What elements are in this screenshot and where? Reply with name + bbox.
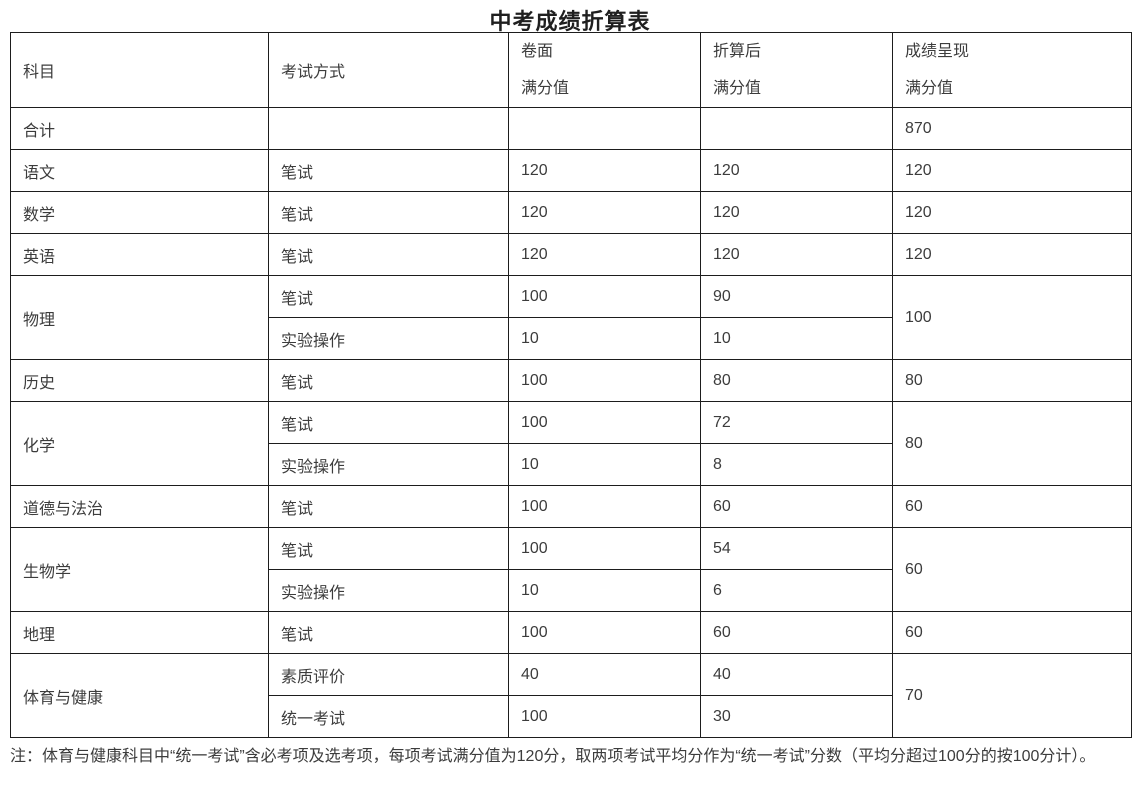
table-row-geography: 地理 笔试 100 60 60 <box>10 611 1132 654</box>
table-row-pe-unified: 统一考试 100 30 <box>11 695 1132 738</box>
cell-paper: 10 <box>508 317 701 360</box>
table-row-chemistry-written: 化学 笔试 100 72 80 <box>10 401 1132 486</box>
cell-converted: 80 <box>700 359 893 402</box>
cell-presented: 120 <box>892 191 1132 234</box>
cell-paper: 40 <box>508 653 701 696</box>
cell-method: 实验操作 <box>268 443 509 486</box>
cell-converted: 8 <box>700 443 893 486</box>
cell-method: 统一考试 <box>268 695 509 738</box>
footnote: 注：体育与健康科目中“统一考试”含必考项及选考项，每项考试满分值为120分，取两… <box>10 748 1096 765</box>
cell-method: 笔试 <box>268 527 509 570</box>
table-row-pe-quality: 体育与健康 素质评价 40 40 70 <box>10 653 1132 738</box>
cell-subject: 合计 <box>10 107 269 150</box>
cell-subject: 道德与法治 <box>10 485 269 528</box>
table-row-chemistry-lab: 实验操作 10 8 <box>11 443 1132 486</box>
cell-paper: 100 <box>508 695 701 738</box>
cell-presented: 80 <box>892 401 1132 486</box>
cell-converted <box>700 107 893 150</box>
cell-subject: 语文 <box>10 149 269 192</box>
table-row-math: 数学 笔试 120 120 120 <box>10 191 1132 234</box>
table-row-total: 合计 870 <box>10 107 1132 150</box>
cell-subject: 地理 <box>10 611 269 654</box>
cell-converted: 120 <box>700 191 893 234</box>
header-subject: 科目 <box>10 32 269 108</box>
table-row-biology-written: 生物学 笔试 100 54 60 <box>10 527 1132 612</box>
cell-paper: 120 <box>508 233 701 276</box>
cell-converted: 90 <box>700 275 893 318</box>
header-exam-method: 考试方式 <box>268 32 509 108</box>
cell-subject: 数学 <box>10 191 269 234</box>
cell-subject: 化学 <box>10 401 269 486</box>
cell-presented: 120 <box>892 233 1132 276</box>
cell-paper: 120 <box>508 191 701 234</box>
table-row-physics-lab: 实验操作 10 10 <box>11 317 1132 360</box>
cell-paper <box>508 107 701 150</box>
cell-paper: 100 <box>508 485 701 528</box>
cell-presented: 870 <box>892 107 1132 150</box>
table-row-morality-law: 道德与法治 笔试 100 60 60 <box>10 485 1132 528</box>
header-converted-fullscore: 折算后 满分值 <box>700 32 893 108</box>
cell-paper: 120 <box>508 149 701 192</box>
cell-subject: 生物学 <box>10 527 269 612</box>
cell-method: 笔试 <box>268 233 509 276</box>
cell-method <box>268 107 509 150</box>
page-title: 中考成绩折算表 <box>489 9 651 34</box>
cell-converted: 120 <box>700 233 893 276</box>
cell-method: 笔试 <box>268 611 509 654</box>
header-line: 成绩呈现 <box>905 43 970 60</box>
cell-paper: 100 <box>508 401 701 444</box>
cell-converted: 120 <box>700 149 893 192</box>
header-line: 满分值 <box>713 80 762 97</box>
header-line: 满分值 <box>905 80 954 97</box>
table-row-history: 历史 笔试 100 80 80 <box>10 359 1132 402</box>
cell-converted: 10 <box>700 317 893 360</box>
cell-converted: 54 <box>700 527 893 570</box>
table-row-chinese: 语文 笔试 120 120 120 <box>10 149 1132 192</box>
cell-subject: 物理 <box>10 275 269 360</box>
table-header-row: 科目 考试方式 卷面 满分值 折算后 满分值 成绩呈现 满分值 <box>10 32 1132 108</box>
cell-paper: 10 <box>508 443 701 486</box>
header-line: 满分值 <box>521 80 570 97</box>
cell-converted: 30 <box>700 695 893 738</box>
cell-presented: 120 <box>892 149 1132 192</box>
cell-presented: 80 <box>892 359 1132 402</box>
cell-converted: 60 <box>700 611 893 654</box>
cell-method: 素质评价 <box>268 653 509 696</box>
cell-method: 笔试 <box>268 191 509 234</box>
cell-presented: 60 <box>892 527 1132 612</box>
cell-subject: 体育与健康 <box>10 653 269 738</box>
cell-presented: 60 <box>892 611 1132 654</box>
cell-paper: 100 <box>508 611 701 654</box>
header-line: 折算后 <box>713 43 762 60</box>
cell-method: 实验操作 <box>268 317 509 360</box>
cell-method: 笔试 <box>268 149 509 192</box>
table-row-english: 英语 笔试 120 120 120 <box>10 233 1132 276</box>
cell-converted: 40 <box>700 653 893 696</box>
cell-paper: 10 <box>508 569 701 612</box>
cell-paper: 100 <box>508 527 701 570</box>
cell-method: 实验操作 <box>268 569 509 612</box>
cell-converted: 6 <box>700 569 893 612</box>
cell-presented: 70 <box>892 653 1132 738</box>
cell-presented: 60 <box>892 485 1132 528</box>
table-row-physics-written: 物理 笔试 100 90 100 <box>10 275 1132 360</box>
cell-converted: 60 <box>700 485 893 528</box>
cell-subject: 英语 <box>10 233 269 276</box>
table-row-biology-lab: 实验操作 10 6 <box>11 569 1132 612</box>
cell-method: 笔试 <box>268 485 509 528</box>
cell-paper: 100 <box>508 359 701 402</box>
cell-subject: 历史 <box>10 359 269 402</box>
cell-paper: 100 <box>508 275 701 318</box>
header-presented-fullscore: 成绩呈现 满分值 <box>892 32 1132 108</box>
header-paper-fullscore: 卷面 满分值 <box>508 32 701 108</box>
cell-presented: 100 <box>892 275 1132 360</box>
score-conversion-table: 科目 考试方式 卷面 满分值 折算后 满分值 成绩呈现 满分值 合计 870 语… <box>10 32 1132 738</box>
cell-method: 笔试 <box>268 275 509 318</box>
cell-method: 笔试 <box>268 401 509 444</box>
cell-converted: 72 <box>700 401 893 444</box>
cell-method: 笔试 <box>268 359 509 402</box>
header-line: 卷面 <box>521 43 554 60</box>
